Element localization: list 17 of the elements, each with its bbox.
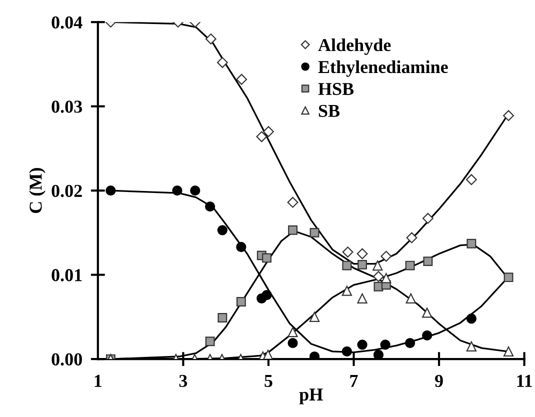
y-axis-title: C (M) — [29, 168, 46, 213]
y-tick-label: 0.03 — [52, 100, 82, 113]
x-tick-label: 3 — [179, 374, 188, 388]
legend-label: SB — [318, 104, 340, 117]
legend-label: HSB — [318, 82, 354, 96]
x-tick-label: 9 — [435, 374, 443, 388]
y-tick-label: 0.00 — [52, 353, 82, 366]
y-tick-label: 0.04 — [52, 16, 82, 29]
x-axis-title: pH — [299, 388, 323, 404]
legend-label: Ethylenediamine — [318, 60, 448, 77]
y-tick-label: 0.01 — [52, 269, 82, 282]
legend-label: Aldehyde — [318, 38, 391, 55]
y-tick-label: 0.02 — [52, 184, 82, 198]
x-tick-label: 5 — [264, 375, 272, 388]
x-tick-label: 11 — [517, 374, 532, 387]
x-tick-label: 7 — [350, 375, 358, 387]
x-tick-label: 1 — [94, 374, 102, 387]
